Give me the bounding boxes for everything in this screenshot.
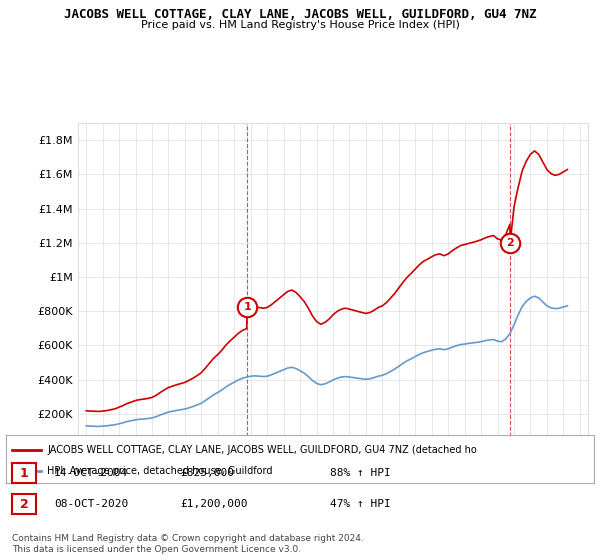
Text: 88% ↑ HPI: 88% ↑ HPI [330,468,391,478]
Text: £825,000: £825,000 [180,468,234,478]
Text: Contains HM Land Registry data © Crown copyright and database right 2024.: Contains HM Land Registry data © Crown c… [12,534,364,543]
Text: 47% ↑ HPI: 47% ↑ HPI [330,499,391,509]
Text: 2: 2 [20,497,28,511]
Text: 2: 2 [506,238,514,248]
Text: 1: 1 [244,302,251,312]
Text: JACOBS WELL COTTAGE, CLAY LANE, JACOBS WELL, GUILDFORD, GU4 7NZ: JACOBS WELL COTTAGE, CLAY LANE, JACOBS W… [64,8,536,21]
Text: HPI: Average price, detached house, Guildford: HPI: Average price, detached house, Guil… [47,466,272,476]
Text: JACOBS WELL COTTAGE, CLAY LANE, JACOBS WELL, GUILDFORD, GU4 7NZ (detached ho: JACOBS WELL COTTAGE, CLAY LANE, JACOBS W… [47,445,477,455]
Text: 1: 1 [20,466,28,480]
Text: £1,200,000: £1,200,000 [180,499,248,509]
Text: This data is licensed under the Open Government Licence v3.0.: This data is licensed under the Open Gov… [12,545,301,554]
Text: Price paid vs. HM Land Registry's House Price Index (HPI): Price paid vs. HM Land Registry's House … [140,20,460,30]
Text: 08-OCT-2020: 08-OCT-2020 [54,499,128,509]
Text: 14-OCT-2004: 14-OCT-2004 [54,468,128,478]
